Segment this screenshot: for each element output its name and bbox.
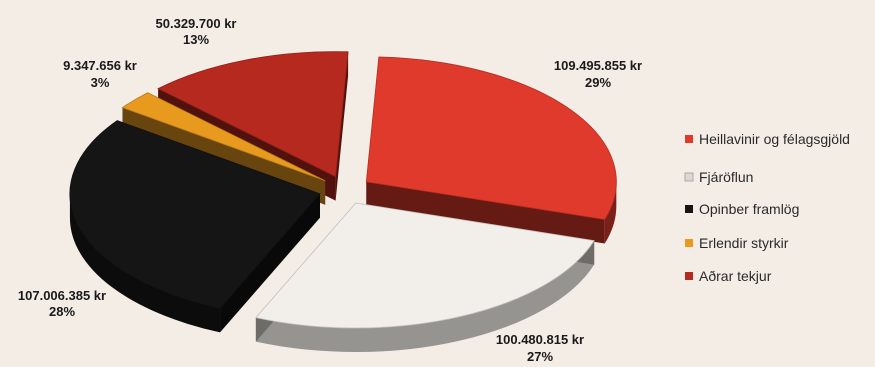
- pie-slice-side-2: [255, 240, 595, 353]
- legend-label-1: Heillavinir og félagsgjöld: [699, 131, 850, 147]
- pie-slice-top-4: [121, 92, 326, 182]
- slice-label-percent-4: 3%: [91, 75, 110, 90]
- slice-label-percent-5: 13%: [183, 32, 209, 47]
- pie-slice-3: [69, 120, 321, 333]
- legend-label-3: Opinber framlög: [699, 201, 799, 217]
- pie-slice-1: [365, 56, 617, 244]
- slice-labels: 109.495.855 kr 29% 100.480.815 kr 27% 10…: [18, 16, 642, 364]
- pie-slice-wall-5-2: [335, 51, 349, 201]
- legend-swatch-2: [684, 172, 694, 182]
- slice-label-value-1: 109.495.855 kr: [554, 58, 642, 73]
- legend-label-5: Aðrar tekjur: [699, 268, 772, 284]
- slice-label-value-3: 107.006.385 kr: [18, 288, 106, 303]
- legend-swatch-4: [685, 239, 693, 247]
- slice-label-value-2: 100.480.815 kr: [496, 332, 584, 347]
- pie-slice-2: [255, 202, 595, 353]
- pie-slice-top-2: [255, 202, 595, 329]
- legend-label-4: Erlendir styrkir: [699, 235, 789, 251]
- pie-slices: [69, 51, 617, 353]
- legend-swatch-5: [685, 272, 693, 280]
- pie-slice-side-3: [69, 193, 221, 333]
- pie-slice-top-3: [69, 120, 321, 309]
- slice-label-percent-3: 28%: [49, 304, 75, 319]
- pie-slice-side-1: [604, 181, 617, 244]
- slice-label-percent-1: 29%: [585, 75, 611, 90]
- slice-label-value-4: 9.347.656 kr: [63, 58, 137, 73]
- pie-slice-top-5: [157, 51, 349, 178]
- slice-label-percent-2: 27%: [527, 349, 553, 364]
- pie-slice-wall-1-2: [366, 181, 605, 244]
- pie-slice-wall-3-1: [220, 193, 320, 333]
- legend-swatch-1: [685, 135, 693, 143]
- pie-slice-top-1: [365, 56, 617, 220]
- legend: Heillavinir og félagsgjöld Fjáröflun Opi…: [684, 131, 850, 284]
- legend-label-2: Fjáröflun: [699, 169, 753, 185]
- legend-swatch-3: [685, 205, 693, 213]
- slice-label-value-5: 50.329.700 kr: [156, 16, 237, 31]
